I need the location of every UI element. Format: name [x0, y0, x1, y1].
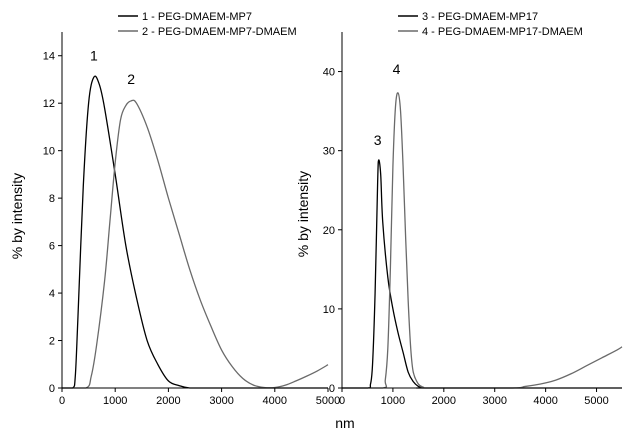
right-x-tick-label: 2000 [432, 395, 456, 407]
right-legend-label-1: 3 - PEG-DMAEM-MP17 [422, 11, 538, 23]
left-peak-labels: 12 [90, 47, 135, 87]
right-peak-label-3: 3 [374, 132, 382, 148]
right-y-tick-label: 40 [323, 67, 335, 79]
right-y-axis-title: % by intensity [295, 171, 311, 257]
right-series-2-line [341, 92, 623, 389]
left-y-tick-label: 2 [49, 336, 55, 348]
right-ticks: 0 1000 2000 3000 4000 5000 0 10 20 30 40 [323, 67, 609, 407]
left-peak-label-1: 1 [90, 47, 98, 63]
right-legend-label-2: 4 - PEG-DMAEM-MP17-DMAEM [422, 26, 583, 38]
right-peak-label-4: 4 [393, 61, 401, 77]
right-x-tick-label: 0 [339, 395, 345, 407]
right-y-tick-label: 10 [323, 304, 335, 316]
left-y-tick-label: 0 [49, 383, 55, 395]
left-x-tick-label: 2000 [156, 395, 180, 407]
left-x-tick-label: 4000 [263, 395, 287, 407]
left-x-tick-label: 5000 [316, 395, 340, 407]
right-series-1-line [341, 159, 622, 389]
left-y-tick-label: 10 [43, 146, 55, 158]
left-series-2-line [61, 99, 329, 389]
left-x-tick-label: 0 [59, 395, 65, 407]
left-y-tick-label: 14 [43, 51, 55, 63]
left-legend-label-1: 1 - PEG-DMAEM-MP7 [142, 11, 252, 23]
left-y-tick-label: 12 [43, 98, 55, 110]
right-x-tick-label: 4000 [533, 395, 557, 407]
left-y-tick-label: 8 [49, 193, 55, 205]
right-legend: 3 - PEG-DMAEM-MP17 4 - PEG-DMAEM-MP17-DMA… [398, 11, 583, 38]
left-y-axis-title: % by intensity [9, 173, 25, 259]
right-series-layer [341, 92, 623, 389]
left-peak-label-2: 2 [127, 71, 135, 87]
left-legend: 1 - PEG-DMAEM-MP7 2 - PEG-DMAEM-MP7-DMAEM [118, 11, 297, 38]
right-y-tick-label: 0 [329, 383, 335, 395]
left-legend-label-2: 2 - PEG-DMAEM-MP7-DMAEM [142, 26, 297, 38]
right-y-tick-label: 20 [323, 225, 335, 237]
left-x-tick-label: 3000 [209, 395, 233, 407]
x-axis-title: nm [335, 415, 354, 431]
left-x-tick-label: 1000 [103, 395, 127, 407]
right-y-tick-label: 30 [323, 146, 335, 158]
right-x-tick-label: 5000 [584, 395, 608, 407]
left-y-tick-label: 4 [49, 288, 55, 300]
right-peak-labels: 34 [374, 61, 401, 148]
right-x-tick-label: 3000 [482, 395, 506, 407]
right-x-tick-label: 1000 [381, 395, 405, 407]
left-y-tick-label: 6 [49, 241, 55, 253]
